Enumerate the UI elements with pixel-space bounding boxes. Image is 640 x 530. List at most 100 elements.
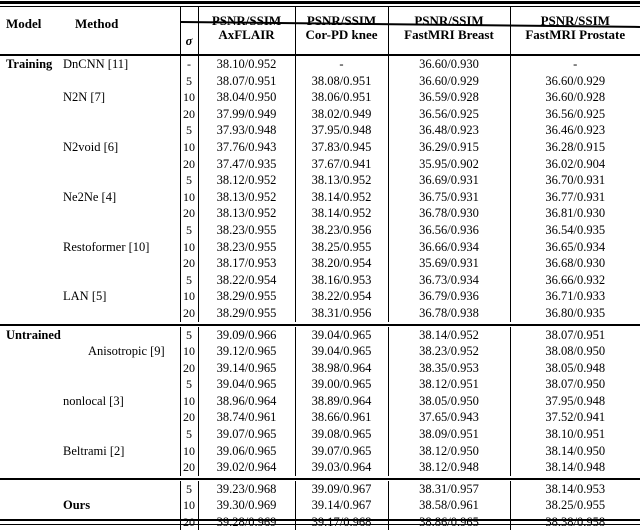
value-cell-axflair: 38.13/0.952: [216, 189, 277, 204]
value-cell-fastmri-prostate: 36.54/0.935: [509, 221, 640, 239]
bottom-rule-thin: [0, 523, 640, 525]
value-cell-fastmri-prostate: 38.07/0.950: [509, 376, 640, 393]
value-cell-fastmri-breast: 35.69/0.931: [387, 255, 510, 272]
sigma-cell: 5: [179, 172, 199, 189]
sigma-cell: 20: [179, 105, 199, 123]
header-corpd-knee: PSNR/SSIM Cor-PD knee: [294, 6, 388, 56]
sigma-cell: 20: [179, 359, 199, 377]
table-row: 20 37.99/0.949 38.02/0.949 36.56/0.925 3…: [0, 105, 640, 123]
value-cell-fastmri-breast: 38.05/0.950: [387, 392, 510, 410]
method-cell: [62, 426, 180, 443]
method-cell: [62, 327, 180, 344]
sigma-cell: 10: [179, 497, 199, 515]
dataset-label-fastmri-prostate: FastMRI Prostate: [525, 27, 626, 42]
table-row: 20 37.47/0.935 37.67/0.941 35.95/0.902 3…: [0, 155, 640, 173]
value-cell-fastmri-prostate: 36.60/0.928: [509, 89, 640, 106]
model-cell: [0, 481, 62, 498]
model-cell: [0, 239, 62, 256]
value-cell-fastmri-prostate: 37.95/0.948: [509, 392, 640, 410]
value-cell-axflair: 39.14/0.965: [216, 360, 277, 375]
model-cell: [0, 393, 62, 410]
value-cell-fastmri-breast: 38.86/0.965: [387, 514, 510, 530]
value-cell-corpd-knee: 39.03/0.964: [294, 459, 388, 476]
value-cell-fastmri-prostate: 36.70/0.931: [509, 172, 640, 189]
value-cell-corpd-knee: 38.31/0.956: [294, 304, 388, 322]
bottom-rule-thick: [0, 519, 640, 521]
header-sigma: σ: [179, 6, 199, 56]
value-cell-axflair: 38.74/0.961: [216, 410, 277, 425]
table-row: Ne2Ne [4] 10 38.13/0.952 38.14/0.952 36.…: [0, 188, 640, 206]
model-cell: [0, 205, 62, 222]
table-row: 5 39.23/0.968 39.09/0.967 38.31/0.957 38…: [0, 480, 640, 498]
model-cell: [0, 272, 62, 289]
value-cell-axflair: 37.76/0.943: [216, 139, 277, 154]
value-cell-fastmri-prostate: 36.46/0.923: [509, 122, 640, 139]
value-cell-fastmri-breast: 36.75/0.931: [387, 188, 510, 206]
table-row: 5 38.07/0.951 38.08/0.951 36.60/0.929 36…: [0, 72, 640, 90]
method-cell: N2void [6]: [63, 139, 119, 154]
value-cell-corpd-knee: 39.00/0.965: [294, 376, 388, 393]
value-cell-fastmri-prostate: 36.71/0.933: [509, 288, 640, 305]
model-cell: Training: [6, 57, 53, 71]
sigma-cell: 10: [179, 442, 199, 460]
value-cell-axflair: 39.12/0.965: [216, 344, 277, 359]
table-row: Anisotropic [9] 10 39.12/0.965 39.04/0.9…: [0, 343, 640, 360]
value-cell-axflair: 38.04/0.950: [216, 90, 277, 105]
value-cell-corpd-knee: -: [294, 55, 388, 73]
method-cell: [62, 222, 180, 239]
header-fastmri-breast: PSNR/SSIM FastMRI Breast: [387, 6, 510, 56]
value-cell-corpd-knee: 38.23/0.956: [294, 221, 388, 239]
value-cell-fastmri-breast: 36.29/0.915: [387, 138, 510, 156]
bottom-double-rule: [0, 519, 640, 525]
table-row: 5 37.93/0.948 37.95/0.948 36.48/0.923 36…: [0, 122, 640, 139]
method-cell: [62, 122, 180, 139]
value-cell-fastmri-prostate: 38.25/0.955: [509, 497, 640, 515]
value-cell-fastmri-prostate: 38.14/0.950: [509, 442, 640, 460]
value-cell-fastmri-breast: 36.48/0.923: [387, 122, 510, 139]
model-cell: [0, 497, 62, 514]
model-cell: [0, 172, 62, 189]
method-cell: [62, 360, 180, 377]
model-cell: [0, 89, 62, 106]
value-cell-corpd-knee: 39.14/0.967: [294, 497, 388, 515]
model-cell: [0, 255, 62, 272]
value-cell-fastmri-prostate: 38.07/0.951: [509, 326, 640, 344]
value-cell-corpd-knee: 38.02/0.949: [294, 105, 388, 123]
table-row: N2N [7] 10 38.04/0.950 38.06/0.951 36.59…: [0, 89, 640, 106]
value-cell-fastmri-breast: 36.60/0.929: [387, 72, 510, 90]
value-cell-corpd-knee: 38.98/0.964: [294, 359, 388, 377]
metric-label: PSNR/SSIM: [540, 13, 610, 28]
table-row: N2void [6] 10 37.76/0.943 37.83/0.945 36…: [0, 138, 640, 156]
value-cell-corpd-knee: 38.14/0.952: [294, 205, 388, 222]
model-cell: [0, 106, 62, 123]
method-cell: [62, 305, 180, 322]
sigma-cell: 10: [179, 343, 199, 360]
value-cell-axflair: 37.93/0.948: [216, 123, 277, 138]
value-cell-axflair: 38.29/0.955: [216, 305, 277, 320]
method-cell: [62, 481, 180, 498]
value-cell-fastmri-prostate: -: [509, 55, 640, 73]
model-cell: [0, 139, 62, 156]
value-cell-fastmri-prostate: 36.65/0.934: [509, 238, 640, 256]
model-cell: [0, 288, 62, 305]
model-cell: [0, 305, 62, 322]
value-cell-corpd-knee: 38.20/0.954: [294, 255, 388, 272]
method-cell: DnCNN [11]: [63, 57, 129, 71]
value-cell-axflair: 39.02/0.964: [216, 460, 277, 475]
value-cell-corpd-knee: 39.04/0.965: [294, 326, 388, 344]
method-cell: nonlocal [3]: [63, 393, 124, 408]
table-row: 20 38.17/0.953 38.20/0.954 35.69/0.931 3…: [0, 255, 640, 272]
model-cell: [0, 222, 62, 239]
value-cell-axflair: 39.06/0.965: [216, 443, 277, 458]
method-cell: [62, 106, 180, 123]
value-cell-fastmri-prostate: 36.56/0.925: [509, 105, 640, 123]
table-row: Beltrami [2] 10 39.06/0.965 39.07/0.965 …: [0, 442, 640, 460]
method-cell: [62, 255, 180, 272]
value-cell-corpd-knee: 38.08/0.951: [294, 72, 388, 90]
model-cell: [0, 443, 62, 460]
sigma-cell: 20: [179, 409, 199, 427]
model-cell: [0, 459, 62, 476]
value-cell-corpd-knee: 39.17/0.968: [294, 514, 388, 530]
model-cell: [0, 122, 62, 139]
method-cell: [62, 156, 180, 173]
